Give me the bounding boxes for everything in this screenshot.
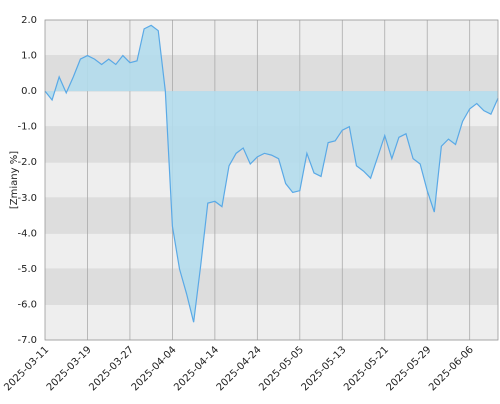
y-tick-label: 1.0 — [21, 51, 37, 62]
y-tick-label: -5.0 — [17, 264, 37, 275]
band — [45, 268, 498, 305]
y-tick-label: -4.0 — [17, 228, 37, 239]
area — [45, 25, 498, 323]
plot-border — [44, 19, 499, 341]
y-tick-label: -7.0 — [17, 335, 37, 346]
y-tick-label: -1.0 — [17, 122, 37, 133]
y-tick-label: -2.0 — [17, 157, 37, 168]
y-axis-label: [Zmiany %] — [9, 151, 20, 209]
band — [45, 197, 498, 234]
line — [44, 24, 499, 323]
y-tick-label: 0.0 — [21, 86, 37, 97]
y-tick-label: 2.0 — [21, 15, 37, 26]
y-tick-label: -3.0 — [17, 193, 37, 204]
x-tick-label: 2025-06-06 — [427, 344, 476, 393]
y-tick-label: -6.0 — [17, 299, 37, 310]
